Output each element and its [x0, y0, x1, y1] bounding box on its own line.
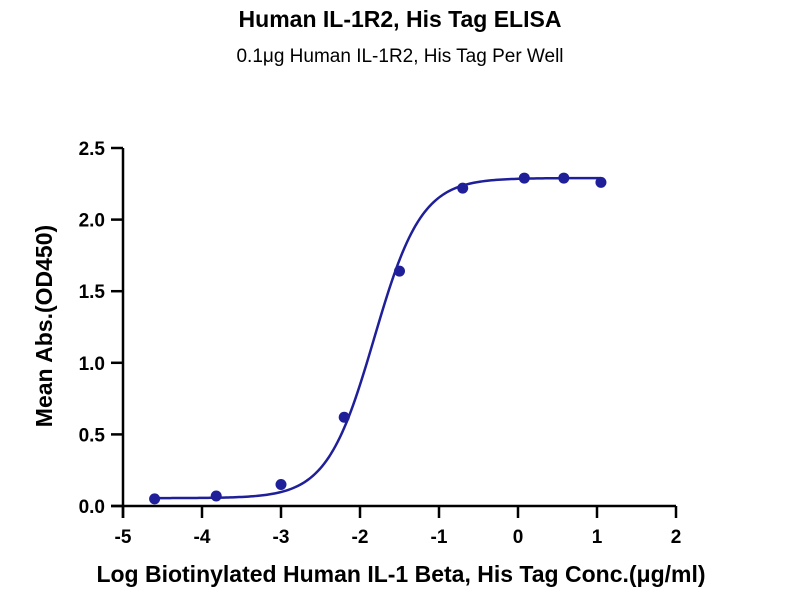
- axes: [111, 146, 678, 518]
- x-tick-label: 2: [671, 527, 682, 548]
- y-tick-label: 1.5: [79, 282, 106, 303]
- x-tick-label: 1: [592, 527, 603, 548]
- data-point: [595, 176, 607, 188]
- data-point: [149, 493, 161, 505]
- data-point: [338, 411, 350, 423]
- y-tick-label: 1.0: [79, 354, 105, 375]
- x-tick-label: 0: [513, 527, 524, 548]
- x-axis-title: Log Biotinylated Human IL-1 Beta, His Ta…: [96, 561, 705, 587]
- y-tick-label: 2.5: [79, 139, 106, 160]
- data-point: [457, 182, 469, 194]
- data-point: [558, 172, 570, 184]
- x-tick-label: -4: [194, 527, 211, 548]
- x-tick-label: -1: [431, 527, 448, 548]
- data-points: [149, 172, 607, 505]
- chart-subtitle: 0.1μg Human IL-1R2, His Tag Per Well: [236, 46, 564, 67]
- tick-labels: 0.0 0.5 1.0 1.5 2.0 2.5 -5 -4 -3 -2 -1 0 1 2: [79, 139, 682, 548]
- x-tick-label: -5: [115, 527, 132, 548]
- fit-curve: [154, 176, 601, 500]
- data-point: [394, 265, 405, 277]
- data-point: [518, 172, 530, 184]
- data-point: [210, 490, 222, 502]
- y-tick-label: 2.0: [79, 211, 105, 232]
- y-tick-label: 0.0: [79, 497, 105, 518]
- data-point: [275, 479, 287, 491]
- chart-title: Human IL-1R2, His Tag ELISA: [238, 6, 562, 32]
- y-tick-label: 0.5: [79, 425, 106, 446]
- x-tick-label: -2: [352, 527, 369, 548]
- x-tick-label: -3: [273, 527, 290, 548]
- y-axis-title: Mean Abs.(OD450): [31, 225, 57, 427]
- fit-curve-group: [154, 176, 601, 500]
